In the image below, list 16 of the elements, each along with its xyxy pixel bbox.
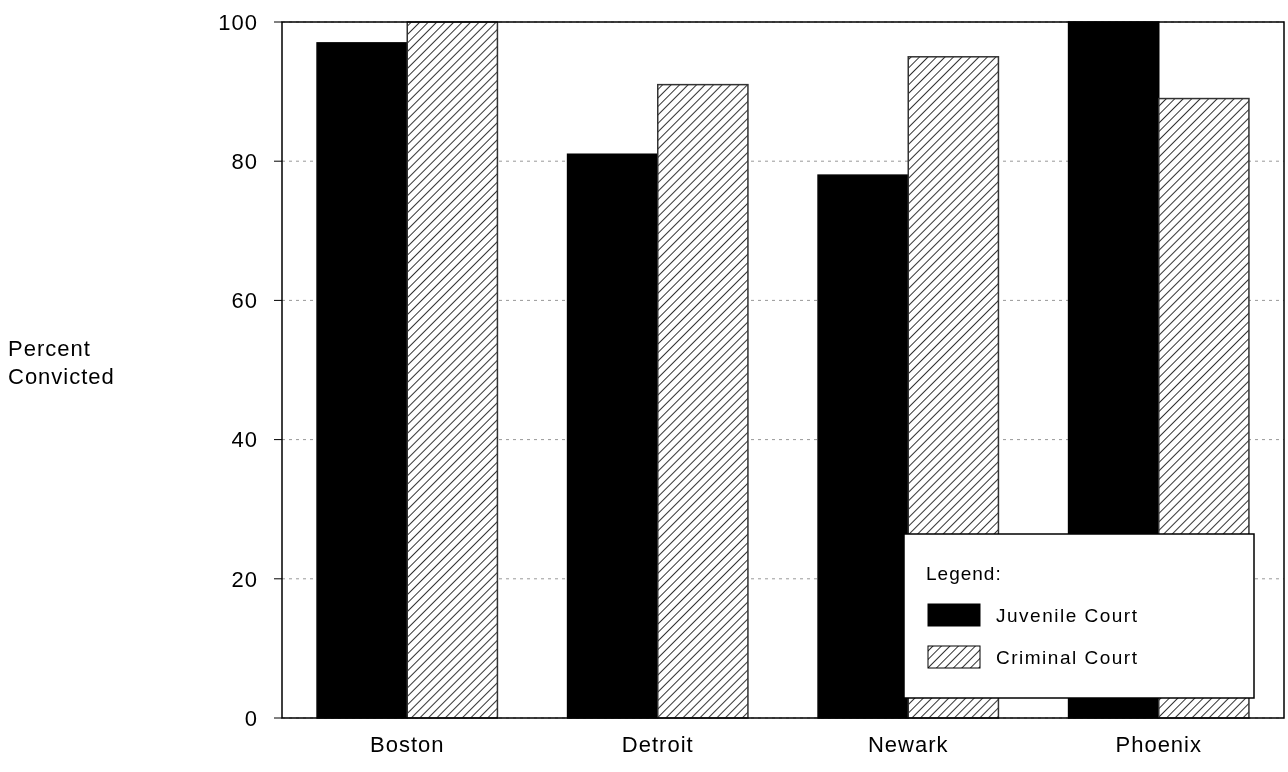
legend-title: Legend: xyxy=(926,563,1002,584)
bar xyxy=(657,83,749,719)
x-tick-label: Newark xyxy=(867,732,949,757)
x-tick-label: Detroit xyxy=(621,732,694,757)
y-tick-label: 20 xyxy=(231,566,258,592)
legend-label: Juvenile Court xyxy=(996,604,1139,626)
y-tick-label: 40 xyxy=(231,427,258,453)
y-tick-label: 100 xyxy=(218,9,258,35)
y-tick-label: 0 xyxy=(244,705,258,731)
y-tick-label: 80 xyxy=(231,148,258,174)
bar xyxy=(406,21,499,719)
y-tick-label: 60 xyxy=(231,288,258,314)
legend-label: Criminal Court xyxy=(996,646,1139,668)
x-tick-label: Phoenix xyxy=(1115,732,1203,757)
y-axis-title: Percent Convicted xyxy=(8,336,115,389)
x-tick-label: Boston xyxy=(370,732,445,757)
